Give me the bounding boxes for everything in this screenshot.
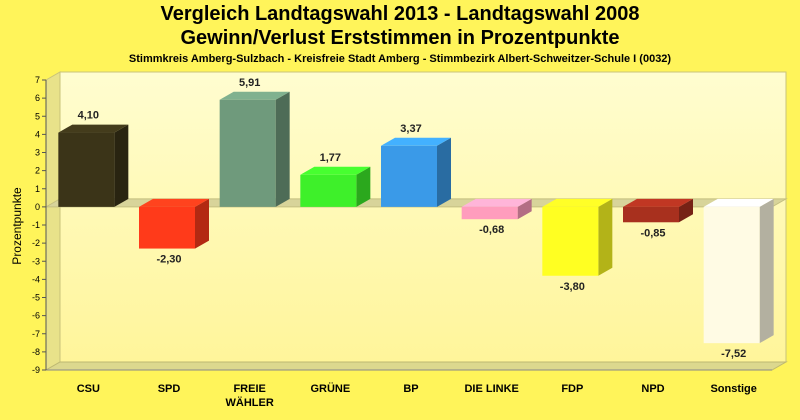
y-tick-label: -6 <box>32 311 40 321</box>
y-tick-label: 5 <box>35 111 40 121</box>
y-tick-label: -3 <box>32 256 40 266</box>
x-tick-label: CSU <box>77 383 100 395</box>
x-tick-label: WÄHLER <box>226 396 274 409</box>
x-tick-label: DIE LINKE <box>464 383 518 395</box>
y-tick-label: -7 <box>32 329 40 339</box>
bar-spd <box>139 198 209 249</box>
bar-bp <box>381 137 451 207</box>
data-label: -3,80 <box>560 281 585 293</box>
bar-top <box>542 198 613 207</box>
bar-sonstige <box>703 198 774 344</box>
bar-side <box>195 198 209 249</box>
bar-freie-wähler <box>219 91 290 207</box>
bar-front <box>300 174 357 207</box>
y-tick-label: -5 <box>32 293 40 303</box>
data-label: -2,30 <box>156 254 181 266</box>
bar-fdp <box>542 198 613 276</box>
chart-subtitle: Gewinn/Verlust Erststimmen in Prozentpun… <box>180 27 620 49</box>
y-tick-label: -9 <box>32 365 40 375</box>
bar-top <box>703 198 774 207</box>
bar-top <box>381 137 451 146</box>
data-label: 5,91 <box>239 77 260 89</box>
data-label: 1,77 <box>320 152 341 164</box>
y-tick-label: 6 <box>35 93 40 103</box>
y-tick-label: 7 <box>35 75 40 85</box>
bars: 4,10 -2,30 5,91 1,77 3,37 -0,68 -3,80 -0,85 -7,5… <box>58 77 774 360</box>
bar-side <box>437 137 451 207</box>
data-label: -0,68 <box>479 224 504 236</box>
x-tick-label: SPD <box>158 383 181 395</box>
bar-top <box>139 198 209 207</box>
x-tick-label: BP <box>403 383 418 395</box>
bar-top <box>461 198 532 207</box>
x-tick-label: NPD <box>641 383 664 395</box>
data-label: -7,52 <box>721 348 746 360</box>
bar-side <box>679 198 693 223</box>
bar-top <box>219 91 290 100</box>
y-tick-label: -1 <box>32 220 40 230</box>
bar-top <box>58 124 129 133</box>
x-tick-label: GRÜNE <box>310 382 350 395</box>
y-tick-label: 1 <box>35 184 40 194</box>
bar-side <box>114 124 129 207</box>
data-label: 3,37 <box>400 123 421 135</box>
y-tick-label: 2 <box>35 166 40 176</box>
x-tick-label: FDP <box>561 383 583 395</box>
bar-front <box>381 145 437 207</box>
bar-front <box>703 206 760 344</box>
bar-npd <box>623 198 693 223</box>
chart-caption: Stimmkreis Amberg-Sulzbach - Kreisfreie … <box>128 53 672 65</box>
bar-top <box>300 166 371 175</box>
bar-front <box>461 206 518 220</box>
data-label: 4,10 <box>78 110 99 122</box>
bar-front <box>139 206 195 249</box>
bar-side <box>759 198 774 344</box>
chart-title: Vergleich Landtagswahl 2013 - Landtagswa… <box>160 3 640 25</box>
bar-front <box>623 206 679 223</box>
bar-csu <box>58 124 129 207</box>
data-label: -0,85 <box>640 227 665 239</box>
bar-side <box>356 166 371 207</box>
bar-die-linke <box>461 198 532 220</box>
bar-front <box>58 132 115 207</box>
y-axis: 7 6 5 4 3 2 1 0 -1 -2 -3 -4 -5 -6 -7 -8 -9 <box>32 75 47 375</box>
y-tick-label: -8 <box>32 347 40 357</box>
y-tick-label: 4 <box>35 129 40 139</box>
y-tick-label: -4 <box>32 274 40 284</box>
bar-grüne <box>300 166 371 207</box>
bar-side <box>517 198 532 220</box>
x-tick-label: FREIE <box>233 383 265 395</box>
bar-side <box>275 91 290 207</box>
bar-front <box>219 99 276 207</box>
y-tick-label: 0 <box>35 202 40 212</box>
x-tick-label: Sonstige <box>710 383 756 395</box>
bar-top <box>623 198 693 207</box>
bar-side <box>598 198 613 276</box>
bar-front <box>542 206 599 276</box>
y-axis-label: Prozentpunkte <box>10 187 24 265</box>
y-tick-label: 3 <box>35 148 40 158</box>
y-tick-label: -2 <box>32 238 40 248</box>
